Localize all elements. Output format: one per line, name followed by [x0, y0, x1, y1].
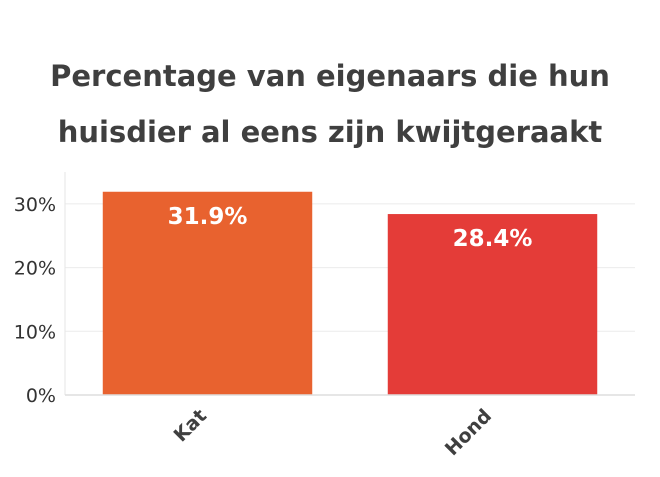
y-tick-label: 20% — [14, 258, 56, 280]
y-tick-label: 0% — [26, 385, 56, 407]
bar-hond — [387, 214, 598, 395]
bar-kat — [102, 191, 313, 395]
y-tick-label: 10% — [14, 321, 56, 343]
data-label: 31.9% — [168, 204, 248, 230]
chart-title: Percentage van eigenaars die hun huisdie… — [50, 59, 610, 149]
data-label: 28.4% — [453, 226, 533, 252]
x-tick-label: Hond — [441, 405, 496, 460]
y-tick-label: 30% — [14, 194, 56, 216]
x-tick-label: Kat — [170, 405, 211, 446]
